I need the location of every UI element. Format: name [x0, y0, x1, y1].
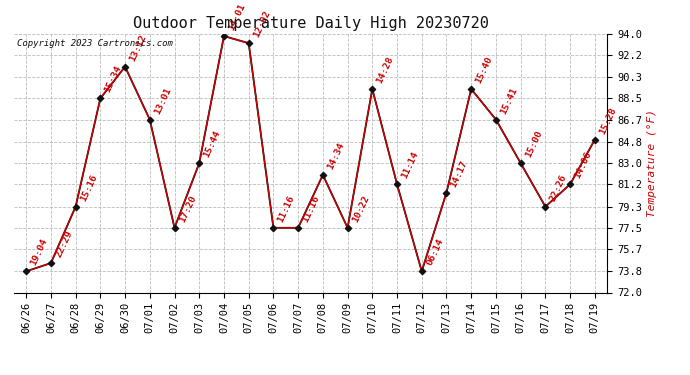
- Text: 19:04: 19:04: [29, 237, 49, 267]
- Point: [46, 260, 57, 266]
- Point: [367, 86, 378, 92]
- Text: 11:14: 11:14: [400, 150, 420, 180]
- Point: [564, 181, 575, 187]
- Point: [21, 268, 32, 274]
- Point: [95, 96, 106, 102]
- Text: 14:34: 14:34: [326, 141, 346, 171]
- Text: 13:12: 13:12: [128, 33, 148, 63]
- Text: 14:17: 14:17: [449, 159, 470, 188]
- Point: [391, 181, 402, 187]
- Point: [589, 136, 600, 142]
- Point: [441, 189, 452, 195]
- Text: 06:14: 06:14: [424, 237, 445, 267]
- Point: [243, 40, 254, 46]
- Point: [317, 172, 328, 178]
- Text: Copyright 2023 Cartronics.com: Copyright 2023 Cartronics.com: [17, 39, 172, 48]
- Text: 15:41: 15:41: [499, 86, 519, 116]
- Text: 14:01: 14:01: [227, 2, 247, 32]
- Text: 14:06: 14:06: [573, 150, 593, 180]
- Point: [194, 160, 205, 166]
- Point: [144, 117, 155, 123]
- Text: 11:16: 11:16: [301, 194, 322, 224]
- Point: [219, 33, 230, 39]
- Point: [515, 160, 526, 166]
- Point: [342, 225, 353, 231]
- Text: 10:22: 10:22: [351, 194, 371, 224]
- Text: 12:02: 12:02: [251, 9, 272, 39]
- Text: 15:00: 15:00: [524, 129, 544, 159]
- Point: [293, 225, 304, 231]
- Text: 15:40: 15:40: [474, 55, 494, 85]
- Point: [491, 117, 502, 123]
- Y-axis label: Temperature (°F): Temperature (°F): [647, 109, 658, 217]
- Text: 22:29: 22:29: [54, 229, 74, 259]
- Point: [540, 204, 551, 210]
- Text: 15:34: 15:34: [103, 64, 124, 94]
- Title: Outdoor Temperature Daily High 20230720: Outdoor Temperature Daily High 20230720: [132, 16, 489, 31]
- Text: 13:01: 13:01: [152, 86, 173, 116]
- Text: 14:28: 14:28: [375, 55, 395, 85]
- Point: [268, 225, 279, 231]
- Text: 11:16: 11:16: [276, 194, 297, 224]
- Text: 15:16: 15:16: [79, 172, 99, 202]
- Text: 15:44: 15:44: [202, 129, 222, 159]
- Text: 17:20: 17:20: [177, 194, 197, 224]
- Text: 22:26: 22:26: [548, 172, 569, 202]
- Point: [119, 64, 130, 70]
- Point: [169, 225, 180, 231]
- Point: [70, 204, 81, 210]
- Point: [416, 268, 427, 274]
- Text: 15:28: 15:28: [598, 106, 618, 135]
- Point: [466, 86, 477, 92]
